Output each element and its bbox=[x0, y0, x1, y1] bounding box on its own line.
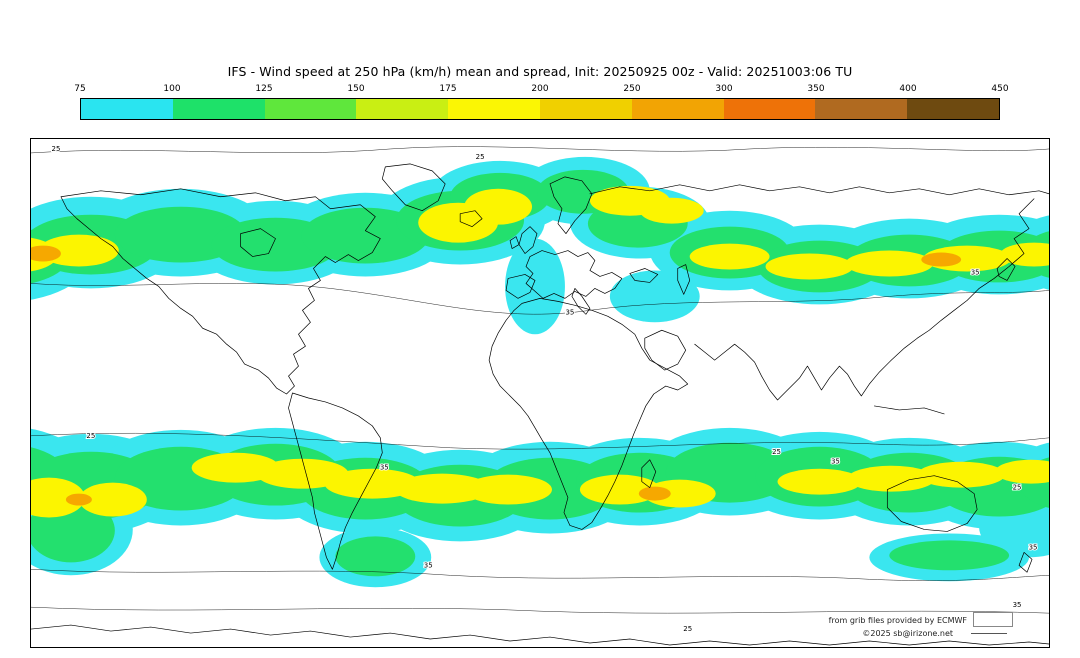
colorbar-tick-label: 175 bbox=[439, 84, 457, 94]
watermark-line bbox=[971, 633, 1007, 634]
credit-ecmwf: from grib files provided by ECMWF bbox=[828, 616, 967, 625]
colorbar-tick-label: 300 bbox=[715, 84, 733, 94]
credit-author: ©2025 sb@irizone.net bbox=[862, 629, 953, 638]
contour-label: 35 bbox=[380, 464, 389, 472]
colorbar-segment bbox=[907, 99, 999, 119]
contour-label: 35 bbox=[971, 268, 980, 276]
colorbar-segment bbox=[356, 99, 449, 119]
contour-label: 25 bbox=[86, 432, 95, 440]
contour-label: 25 bbox=[52, 145, 61, 153]
colorbar-ticks: 75 100 125 150 175 200 250 300 350 400 450 bbox=[74, 84, 1008, 98]
contour-label: 25 bbox=[772, 448, 781, 456]
colorbar-segment bbox=[815, 99, 908, 119]
colorbar-tick-label: 400 bbox=[899, 84, 917, 94]
colorbar-tick-label: 200 bbox=[531, 84, 549, 94]
contour-label: 35 bbox=[565, 308, 574, 316]
colorbar-segment bbox=[264, 99, 357, 119]
wind-band-250kmh bbox=[31, 245, 962, 506]
wind-map-svg: 25 25 35 35 25 25 35 35 25 35 35 35 25 bbox=[31, 144, 1049, 646]
colorbar-tick-label: 250 bbox=[623, 84, 641, 94]
colorbar-segment bbox=[631, 99, 724, 119]
colorbar: 75 100 125 150 175 200 250 300 350 400 450 bbox=[74, 84, 1009, 126]
colorbar-tick-label: 350 bbox=[807, 84, 825, 94]
contour-label: 25 bbox=[476, 153, 485, 161]
colorbar-tick-label: 450 bbox=[991, 84, 1009, 94]
colorbar-segment bbox=[539, 99, 632, 119]
contour-label: 25 bbox=[683, 625, 692, 633]
contour-label: 35 bbox=[1013, 601, 1022, 609]
contour-label: 35 bbox=[1029, 543, 1038, 551]
coastlines bbox=[31, 163, 1049, 646]
colorbar-segments bbox=[80, 98, 1000, 120]
wind-band-150kmh bbox=[31, 185, 1049, 518]
contour-label: 25 bbox=[1013, 484, 1022, 492]
watermark-box bbox=[973, 612, 1013, 627]
contour-label: 35 bbox=[831, 458, 840, 466]
spread-contours bbox=[31, 146, 1049, 614]
colorbar-tick-label: 100 bbox=[163, 84, 181, 94]
colorbar-tick-label: 125 bbox=[255, 84, 273, 94]
page-title: IFS - Wind speed at 250 hPa (km/h) mean … bbox=[227, 64, 853, 79]
contour-label: 35 bbox=[424, 561, 433, 569]
wind-map: 25 25 35 35 25 25 35 35 25 35 35 35 25 from grib fil… bbox=[30, 138, 1050, 648]
colorbar-segment bbox=[172, 99, 265, 119]
colorbar-segment bbox=[723, 99, 816, 119]
colorbar-segment bbox=[81, 99, 173, 119]
colorbar-tick-label: 75 bbox=[74, 84, 86, 94]
contour-labels: 25 25 35 35 25 25 35 35 25 35 35 35 25 bbox=[51, 144, 1039, 634]
colorbar-segment bbox=[448, 99, 540, 119]
colorbar-tick-label: 150 bbox=[347, 84, 365, 94]
